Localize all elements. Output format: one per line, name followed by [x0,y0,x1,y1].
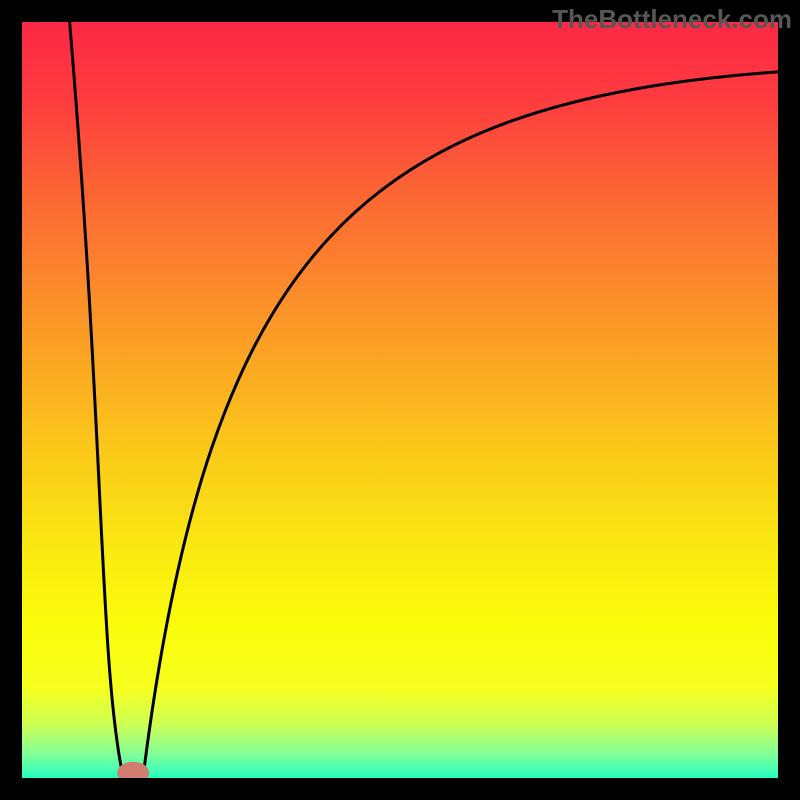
watermark-label: TheBottleneck.com [552,4,792,35]
chart-container: TheBottleneck.com [0,0,800,800]
plot-gradient-background [22,22,778,778]
bottleneck-chart [0,0,800,800]
